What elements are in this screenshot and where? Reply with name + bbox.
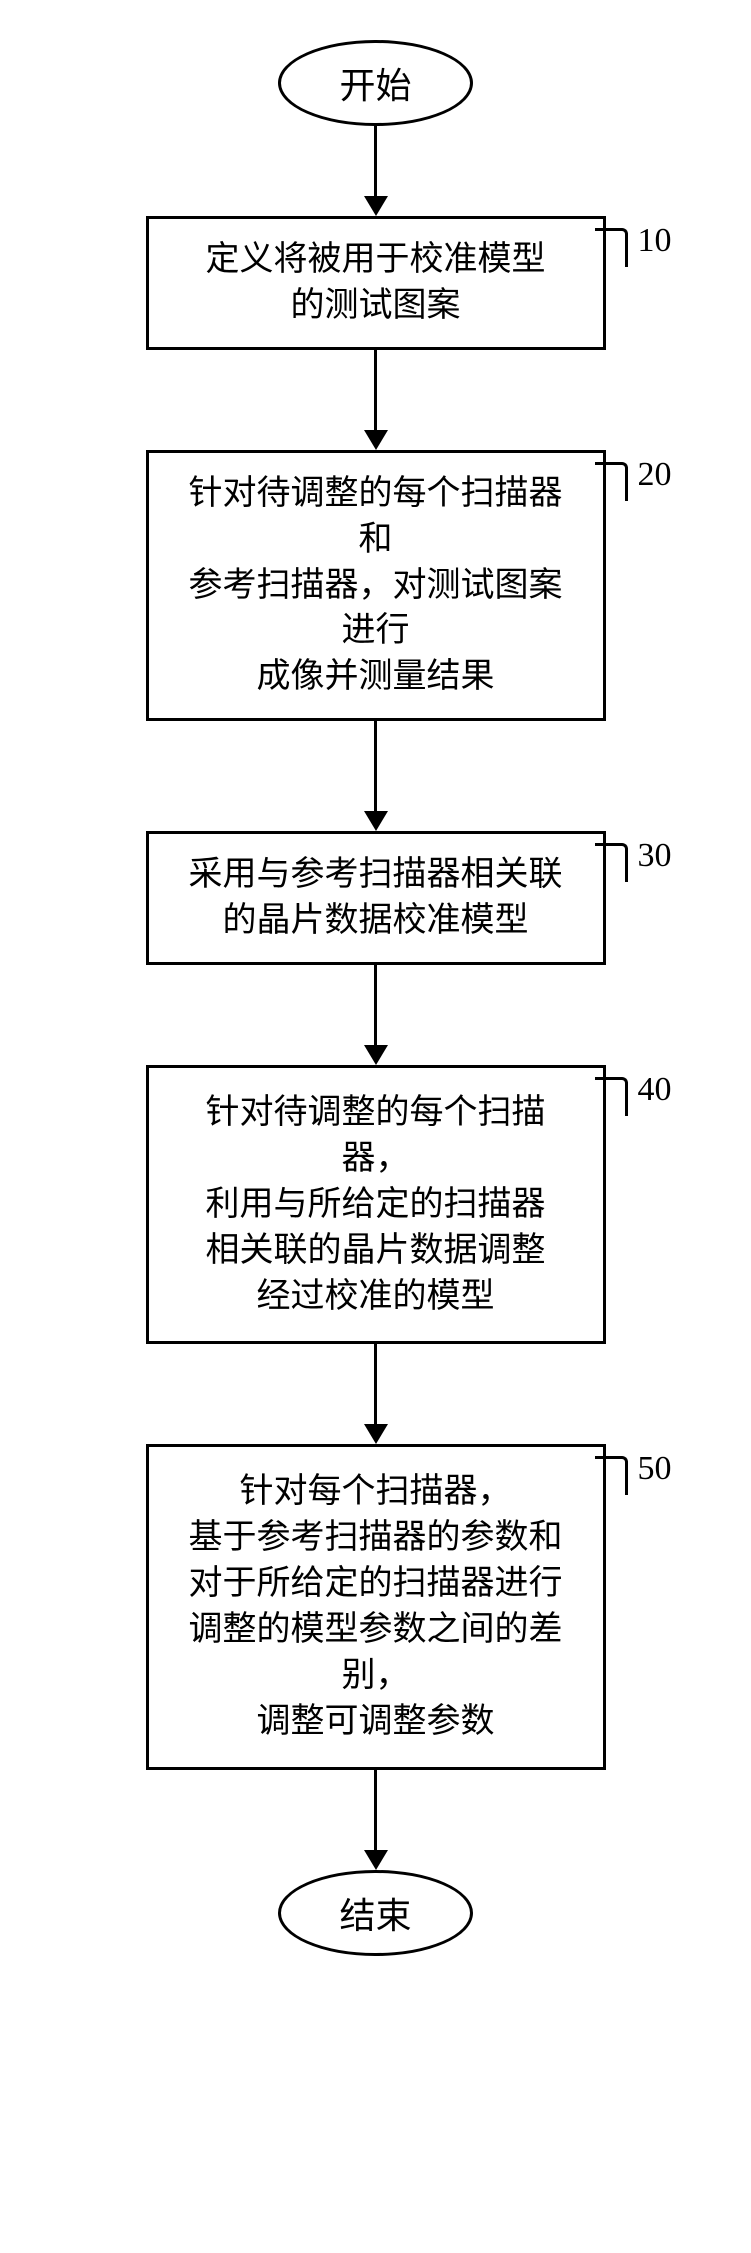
label-hook-icon — [595, 1456, 628, 1495]
arrow-4 — [364, 1344, 388, 1444]
arrow-line — [374, 350, 377, 430]
arrow-2 — [364, 721, 388, 831]
process-box-40: 针对待调整的每个扫描器，利用与所给定的扫描器相关联的晶片数据调整经过校准的模型 — [146, 1065, 606, 1344]
arrow-1 — [364, 350, 388, 450]
label-hook-icon — [595, 843, 628, 882]
start-row: 开始 — [76, 40, 676, 126]
process-text: 定义将被用于校准模型的测试图案 — [206, 241, 546, 324]
arrow-0 — [364, 126, 388, 216]
end-row: 结束 — [76, 1870, 676, 1956]
step-row-10: 定义将被用于校准模型的测试图案 10 — [76, 216, 676, 350]
step-label-10: 10 — [638, 222, 672, 260]
end-terminal: 结束 — [278, 1870, 472, 1956]
step-label-40: 40 — [638, 1071, 672, 1109]
process-text: 采用与参考扫描器相关联的晶片数据校准模型 — [189, 856, 563, 939]
process-text: 针对每个扫描器，基于参考扫描器的参数和对于所给定的扫描器进行调整的模型参数之间的… — [189, 1473, 563, 1739]
arrow-line — [374, 965, 377, 1045]
arrow-line — [374, 721, 377, 811]
step-label-50: 50 — [638, 1450, 672, 1488]
arrow-head-icon — [364, 430, 388, 450]
label-hook-icon — [595, 462, 628, 501]
step-label-30: 30 — [638, 837, 672, 875]
label-hook-icon — [595, 228, 628, 267]
arrow-line — [374, 1770, 377, 1850]
start-terminal: 开始 — [278, 40, 472, 126]
arrow-head-icon — [364, 1424, 388, 1444]
step-row-30: 采用与参考扫描器相关联的晶片数据校准模型 30 — [76, 831, 676, 965]
process-text: 针对待调整的每个扫描器，利用与所给定的扫描器相关联的晶片数据调整经过校准的模型 — [206, 1094, 546, 1315]
process-box-50: 针对每个扫描器，基于参考扫描器的参数和对于所给定的扫描器进行调整的模型参数之间的… — [146, 1444, 606, 1769]
flowchart-container: 开始 定义将被用于校准模型的测试图案 10 针对待调整的每个扫描器和参考扫描器，… — [76, 40, 676, 1956]
arrow-head-icon — [364, 811, 388, 831]
arrow-head-icon — [364, 1045, 388, 1065]
process-box-10: 定义将被用于校准模型的测试图案 — [146, 216, 606, 350]
arrow-head-icon — [364, 1850, 388, 1870]
arrow-line — [374, 1344, 377, 1424]
arrow-head-icon — [364, 196, 388, 216]
process-box-20: 针对待调整的每个扫描器和参考扫描器，对测试图案进行成像并测量结果 — [146, 450, 606, 721]
process-box-30: 采用与参考扫描器相关联的晶片数据校准模型 — [146, 831, 606, 965]
end-label: 结束 — [339, 1896, 411, 1936]
step-label-20: 20 — [638, 456, 672, 494]
arrow-5 — [364, 1770, 388, 1870]
label-hook-icon — [595, 1077, 628, 1116]
step-row-40: 针对待调整的每个扫描器，利用与所给定的扫描器相关联的晶片数据调整经过校准的模型 … — [76, 1065, 676, 1344]
arrow-line — [374, 126, 377, 196]
start-label: 开始 — [339, 66, 411, 106]
process-text: 针对待调整的每个扫描器和参考扫描器，对测试图案进行成像并测量结果 — [189, 475, 563, 696]
step-row-50: 针对每个扫描器，基于参考扫描器的参数和对于所给定的扫描器进行调整的模型参数之间的… — [76, 1444, 676, 1769]
arrow-3 — [364, 965, 388, 1065]
step-row-20: 针对待调整的每个扫描器和参考扫描器，对测试图案进行成像并测量结果 20 — [76, 450, 676, 721]
